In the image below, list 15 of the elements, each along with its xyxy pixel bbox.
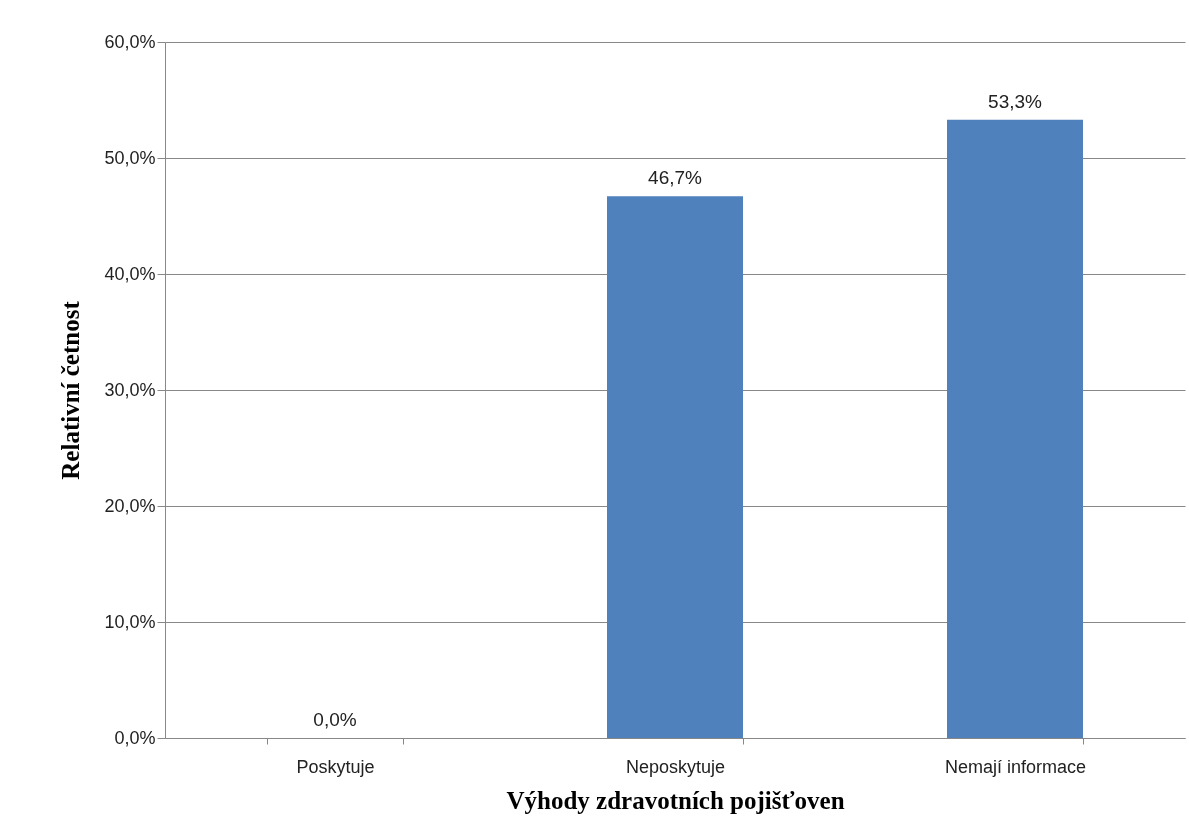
y-tick-label: 10,0% <box>104 611 156 632</box>
y-axis-title: Relativní četnost <box>57 300 85 480</box>
x-tick-label: Poskytuje <box>296 756 375 777</box>
y-tick-label: 30,0% <box>104 379 156 400</box>
y-tick-label: 60,0% <box>104 31 156 52</box>
y-tick-label: 50,0% <box>104 147 156 168</box>
y-tick-label: 20,0% <box>104 495 156 516</box>
y-tick-label: 0,0% <box>114 727 156 748</box>
data-label: 46,7% <box>648 167 703 189</box>
y-tick-label: 40,0% <box>104 263 156 284</box>
data-label: 53,3% <box>988 90 1043 112</box>
x-tick-label: Nemají informace <box>944 756 1087 777</box>
data-label: 0,0% <box>313 709 357 730</box>
x-axis-title: Výhody zdravotních pojišťoven <box>506 786 845 814</box>
x-tick-label: Neposkytuje <box>625 756 726 777</box>
